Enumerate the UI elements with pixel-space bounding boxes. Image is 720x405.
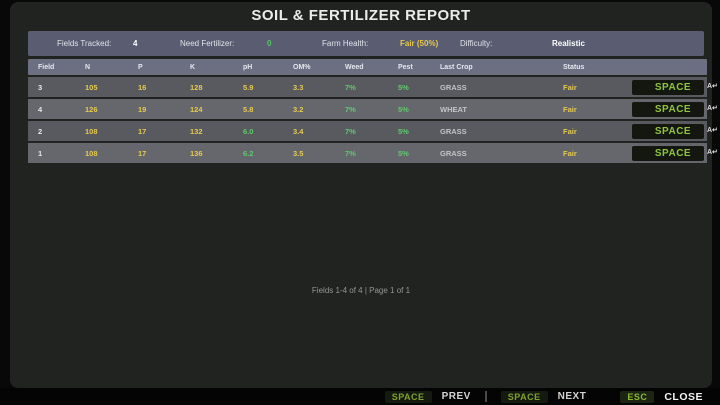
cell-om: 3.5: [293, 148, 304, 158]
cell-n: 126: [85, 104, 98, 114]
cell-field: 4: [38, 104, 43, 114]
close-button[interactable]: ESC CLOSE: [620, 390, 703, 403]
need-fertilizer-value: 0: [267, 39, 272, 48]
col-header-k: K: [190, 63, 196, 71]
close-label: CLOSE: [664, 390, 703, 403]
row-space-button[interactable]: SPACE: [632, 79, 704, 95]
col-header-weed: Weed: [345, 63, 364, 71]
stats-bar: Fields Tracked: 4 Need Fertilizer: 0 Far…: [28, 31, 704, 56]
cell-pest: 5%: [398, 148, 409, 158]
cell-p: 17: [138, 148, 147, 158]
cell-pest: 5%: [398, 82, 409, 92]
table-row: 3 105 16 128 5.9 3.3 7% 5% GRASS Fair SP…: [28, 77, 707, 97]
need-fertilizer-label: Need Fertilizer:: [180, 39, 235, 48]
cell-last-crop: GRASS: [440, 126, 467, 136]
cell-k: 124: [190, 104, 203, 114]
cell-p: 16: [138, 82, 147, 92]
gamepad-a-icon: A↵: [707, 127, 718, 134]
row-space-button[interactable]: SPACE: [632, 101, 704, 117]
col-header-pest: Pest: [398, 63, 413, 71]
gamepad-a-icon: A↵: [707, 105, 718, 112]
col-header-field: Field: [38, 63, 55, 71]
prev-label: PREV: [441, 391, 471, 402]
gamepad-a-icon: A↵: [707, 83, 718, 90]
cell-status: Fair: [563, 126, 577, 136]
col-header-n: N: [85, 63, 91, 71]
page-summary: Fields 1-4 of 4 | Page 1 of 1: [311, 286, 411, 295]
cell-weed: 7%: [345, 82, 356, 92]
space-key-badge[interactable]: SPACE: [500, 390, 548, 403]
cell-p: 17: [138, 126, 147, 136]
cell-k: 128: [190, 82, 203, 92]
cell-pest: 5%: [398, 104, 409, 114]
cell-om: 3.2: [293, 104, 304, 114]
table-row: 1 108 17 136 6.2 3.5 7% 5% GRASS Fair SP…: [28, 143, 707, 163]
cell-ph: 5.9: [243, 82, 254, 92]
cell-status: Fair: [563, 104, 577, 114]
page-title: SOIL & FERTILIZER REPORT: [251, 7, 471, 24]
prev-button[interactable]: SPACE PREV: [384, 390, 471, 403]
table-header: Field N P K pH OM% Weed Pest Last Crop S…: [28, 59, 707, 75]
hint-divider: [484, 391, 487, 402]
col-header-om: OM%: [293, 63, 311, 71]
cell-weed: 7%: [345, 126, 356, 136]
cell-ph: 6.0: [243, 126, 254, 136]
cell-field: 2: [38, 126, 43, 136]
cell-status: Fair: [563, 82, 577, 92]
col-header-ph: pH: [243, 63, 253, 71]
col-header-status: Status: [563, 63, 585, 71]
cell-k: 136: [190, 148, 203, 158]
hint-bar: SPACE PREV SPACE NEXT ESC CLOSE: [0, 388, 720, 405]
cell-ph: 6.2: [243, 148, 254, 158]
report-panel: SOIL & FERTILIZER REPORT Fields Tracked:…: [10, 2, 718, 388]
difficulty-label: Difficulty:: [460, 39, 493, 48]
gamepad-a-icon: A↵: [707, 149, 718, 156]
fields-tracked-label: Fields Tracked:: [57, 39, 112, 48]
row-space-button[interactable]: SPACE: [632, 123, 704, 139]
cell-n: 108: [85, 148, 98, 158]
cell-p: 19: [138, 104, 147, 114]
col-header-last-crop: Last Crop: [440, 63, 473, 71]
cell-om: 3.4: [293, 126, 304, 136]
cell-n: 108: [85, 126, 98, 136]
row-space-button[interactable]: SPACE: [632, 145, 704, 161]
cell-ph: 5.8: [243, 104, 254, 114]
fields-tracked-value: 4: [133, 39, 138, 48]
cell-n: 105: [85, 82, 98, 92]
esc-key-badge[interactable]: ESC: [620, 390, 655, 403]
difficulty-value: Realistic: [552, 39, 585, 48]
space-key-badge[interactable]: SPACE: [384, 390, 432, 403]
cell-last-crop: GRASS: [440, 82, 467, 92]
cell-k: 132: [190, 126, 203, 136]
col-header-p: P: [138, 63, 143, 71]
farm-health-value: Fair (50%): [400, 39, 439, 48]
cell-status: Fair: [563, 148, 577, 158]
cell-om: 3.3: [293, 82, 304, 92]
cell-pest: 5%: [398, 126, 409, 136]
next-label: NEXT: [557, 391, 587, 402]
farm-health-label: Farm Health:: [322, 39, 369, 48]
cell-field: 1: [38, 148, 43, 158]
next-button[interactable]: SPACE NEXT: [500, 390, 587, 403]
cell-weed: 7%: [345, 148, 356, 158]
table-row: 2 108 17 132 6.0 3.4 7% 5% GRASS Fair SP…: [28, 121, 707, 141]
cell-weed: 7%: [345, 104, 356, 114]
table-row: 4 126 19 124 5.8 3.2 7% 5% WHEAT Fair SP…: [28, 99, 707, 119]
cell-field: 3: [38, 82, 43, 92]
cell-last-crop: GRASS: [440, 148, 467, 158]
cell-last-crop: WHEAT: [440, 104, 467, 114]
